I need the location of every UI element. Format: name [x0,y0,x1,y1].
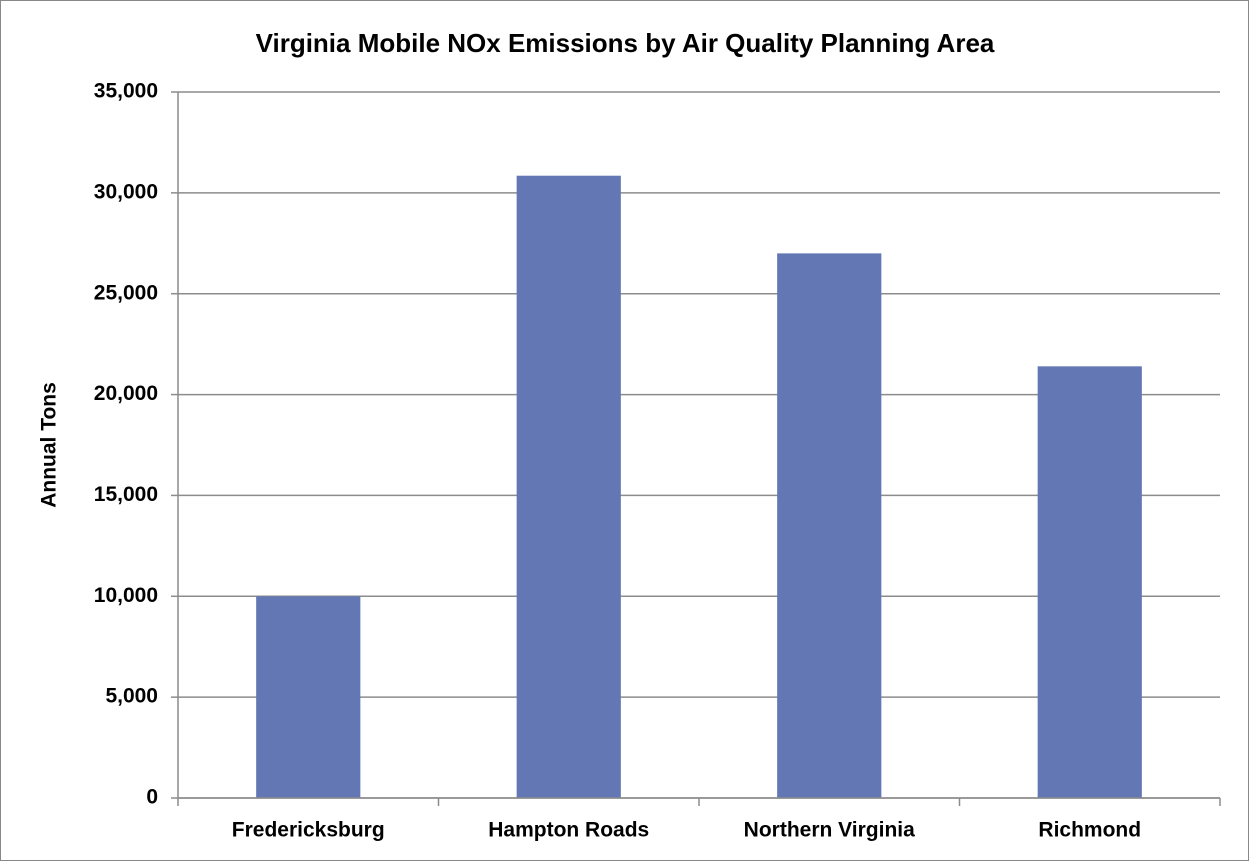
y-tick-label: 10,000 [94,584,158,607]
y-tick-label: 35,000 [94,80,158,103]
y-axis-label: Annual Tons [38,382,61,508]
x-tick-label: Hampton Roads [488,819,649,842]
y-tick-label: 5,000 [105,685,158,708]
y-tick-label: 20,000 [94,382,158,405]
chart-title: Virginia Mobile NOx Emissions by Air Qua… [256,28,995,58]
bar [1037,366,1142,798]
y-tick-label: 30,000 [94,180,158,203]
bar [256,596,361,798]
x-tick-label: Northern Virginia [744,819,915,842]
x-tick-label: Richmond [1038,819,1141,842]
bar [777,253,882,798]
y-tick-label: 15,000 [94,483,158,506]
y-tick-label: 25,000 [94,281,158,304]
bar [516,175,621,798]
y-tick-label: 0 [146,786,158,809]
x-tick-label: Fredericksburg [232,819,385,842]
